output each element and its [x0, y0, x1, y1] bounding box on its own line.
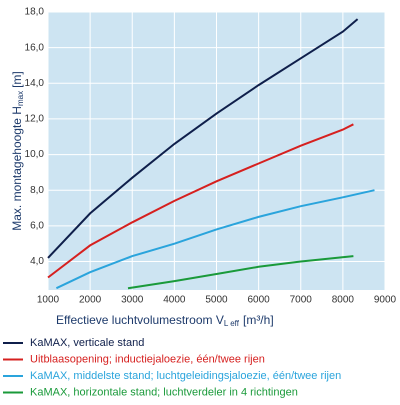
y-tick-label: 8,0 [30, 185, 44, 196]
y-label-sub: max [16, 91, 25, 106]
y-label-main: Max. montagehoogte H [10, 106, 24, 231]
y-tick-label: 10,0 [25, 149, 45, 160]
x-label-sub: L eff [224, 319, 240, 328]
x-label-unit: [m³/h] [243, 313, 274, 327]
y-tick-label: 16,0 [25, 42, 45, 53]
y-tick-label: 12,0 [25, 114, 45, 125]
y-label-unit: [m] [10, 71, 24, 88]
x-tick-label: 5000 [205, 295, 228, 306]
x-tick-label: 8000 [332, 295, 355, 306]
x-tick-label: 7000 [290, 295, 313, 306]
y-axis-label: Max. montagehoogte Hmax [m] [10, 71, 25, 231]
y-tick-label: 6,0 [30, 220, 44, 231]
x-tick-label: 1000 [37, 295, 60, 306]
x-label-main: Effectieve luchtvolumestroom V [56, 313, 224, 327]
series-line [47, 18, 359, 259]
series-line [55, 189, 375, 290]
legend-label: KaMAX, horizontale stand; luchtverdeler … [30, 386, 298, 398]
series-line [47, 123, 354, 279]
x-axis-label: Effectieve luchtvolumestroom VL eff [m³/h… [56, 313, 274, 328]
legend-label: Uitblaasopening; inductiejaloezie, één/t… [30, 353, 265, 365]
x-tick-label: 9000 [374, 295, 397, 306]
y-tick-label: 14,0 [25, 78, 45, 89]
x-tick-label: 3000 [121, 295, 144, 306]
legend-label: KaMAX, verticale stand [30, 337, 144, 349]
y-tick-label: 18,0 [25, 7, 45, 18]
series-line [127, 255, 354, 290]
y-tick-label: 4,0 [30, 256, 44, 267]
x-tick-label: 2000 [79, 295, 102, 306]
x-tick-label: 4000 [163, 295, 186, 306]
legend-label: KaMAX, middelste stand; luchtgeleidingsj… [30, 370, 341, 382]
x-tick-label: 6000 [248, 295, 271, 306]
